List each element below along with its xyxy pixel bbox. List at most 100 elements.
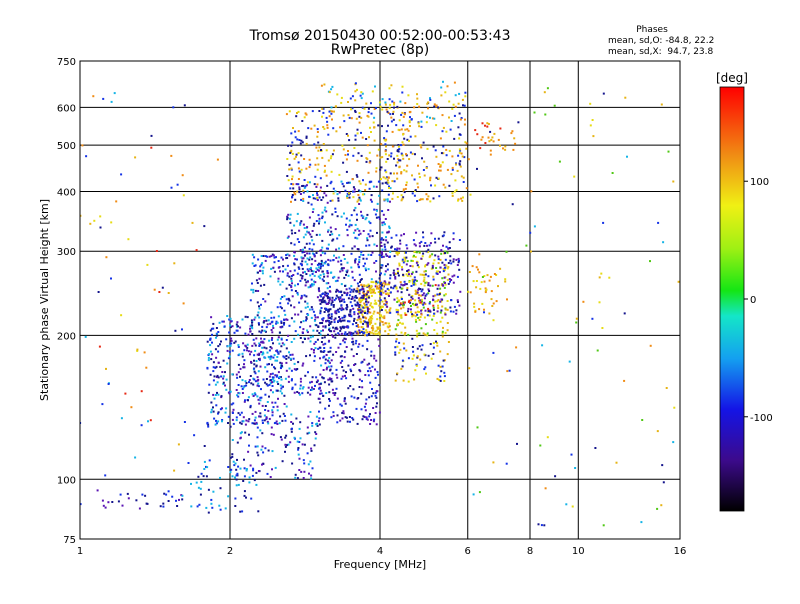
data-point [422,141,425,144]
data-point [417,297,420,300]
data-point [349,313,352,316]
data-point [246,343,249,346]
data-point [418,332,421,335]
data-point [361,313,364,316]
data-point [352,340,355,343]
data-point [378,384,381,387]
data-point [333,110,335,113]
data-point [307,371,309,374]
data-point [203,445,206,447]
data-point [269,379,272,382]
data-point [324,291,327,294]
y-tick-label: 400 [57,187,76,198]
data-point [89,222,92,225]
data-point [230,342,233,345]
data-point [360,131,362,134]
data-point [321,115,323,118]
data-point [291,282,293,285]
data-point [337,197,340,200]
data-point [344,338,347,341]
data-point [497,138,500,141]
data-point [344,284,346,287]
data-point [446,329,449,332]
data-point [356,319,359,322]
data-point [181,494,184,497]
data-point [302,459,305,462]
data-point [323,311,326,313]
data-point [297,453,300,456]
data-point [403,191,406,194]
data-point [319,254,322,257]
data-point [367,283,370,286]
data-point [441,305,444,308]
data-point [365,257,368,260]
data-point [388,87,391,90]
data-point [343,276,346,279]
data-point [321,246,324,249]
data-point [289,151,292,154]
data-point [427,275,430,278]
data-point [529,231,532,234]
data-point [237,371,240,374]
data-point [313,222,316,225]
data-point [366,312,369,315]
data-point [333,299,336,302]
data-point [216,374,219,377]
data-point [261,432,264,435]
data-point [416,355,419,358]
data-point [441,130,444,133]
data-point [226,362,229,365]
data-point [289,221,292,224]
data-point [381,282,384,285]
data-point [329,317,332,319]
data-point [446,267,449,270]
data-point [334,392,337,394]
data-point [478,308,481,311]
data-point [105,367,107,370]
data-point [222,377,225,380]
data-point [127,238,130,241]
data-point [326,366,328,369]
data-point [234,476,236,479]
data-point [284,313,287,316]
data-point [365,244,368,247]
data-point [328,398,331,400]
data-point [377,281,380,284]
stats-line-x: mean, sd,X: 94.7, 23.8 [608,47,714,57]
data-point [332,192,335,195]
data-point [365,160,368,163]
data-point [388,281,391,284]
data-point [290,200,292,203]
data-point [374,213,377,216]
data-point [354,295,357,297]
data-point [215,376,218,378]
data-point [441,161,444,164]
data-point [422,169,425,171]
data-point [308,472,310,475]
data-point [134,156,137,159]
data-point [359,232,362,235]
data-point [278,342,281,345]
data-point [379,299,382,302]
data-point [423,297,426,300]
data-point [320,307,323,309]
data-point [442,126,445,129]
data-point [438,378,441,381]
data-point [375,280,378,283]
data-point [463,156,466,159]
data-point [384,169,387,172]
data-point [511,130,514,133]
data-point [322,107,325,110]
data-point [301,257,304,260]
data-point [322,273,325,276]
data-point [235,484,238,487]
data-point [338,290,341,293]
data-point [305,142,308,145]
data-point [381,284,383,287]
data-point [364,262,366,265]
data-point [314,431,317,434]
data-point [336,93,339,96]
data-point [623,379,626,382]
data-point [237,346,240,348]
data-point [440,152,443,155]
